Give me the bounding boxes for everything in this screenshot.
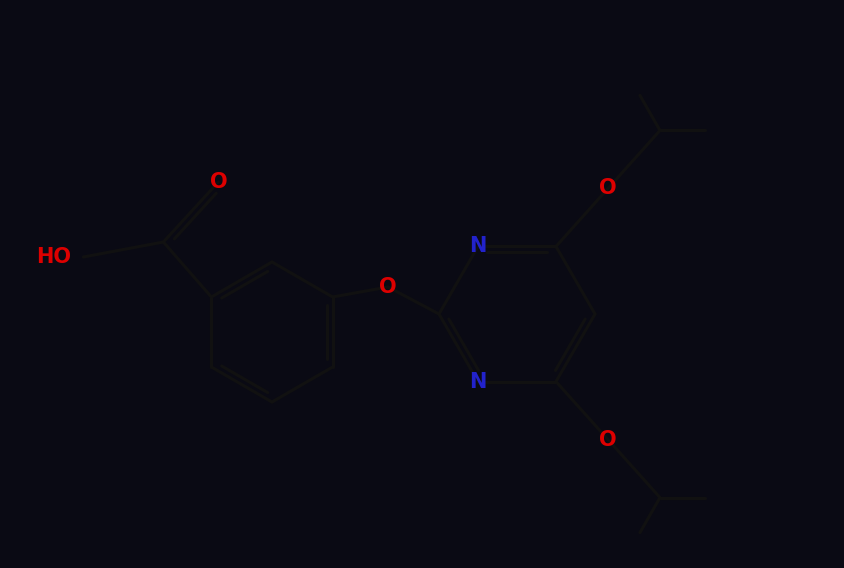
- Text: O: O: [599, 178, 617, 198]
- Text: O: O: [599, 429, 617, 449]
- Text: O: O: [379, 277, 397, 297]
- Text: O: O: [209, 172, 227, 192]
- Text: N: N: [469, 371, 487, 391]
- Text: N: N: [469, 236, 487, 256]
- Text: HO: HO: [36, 247, 72, 267]
